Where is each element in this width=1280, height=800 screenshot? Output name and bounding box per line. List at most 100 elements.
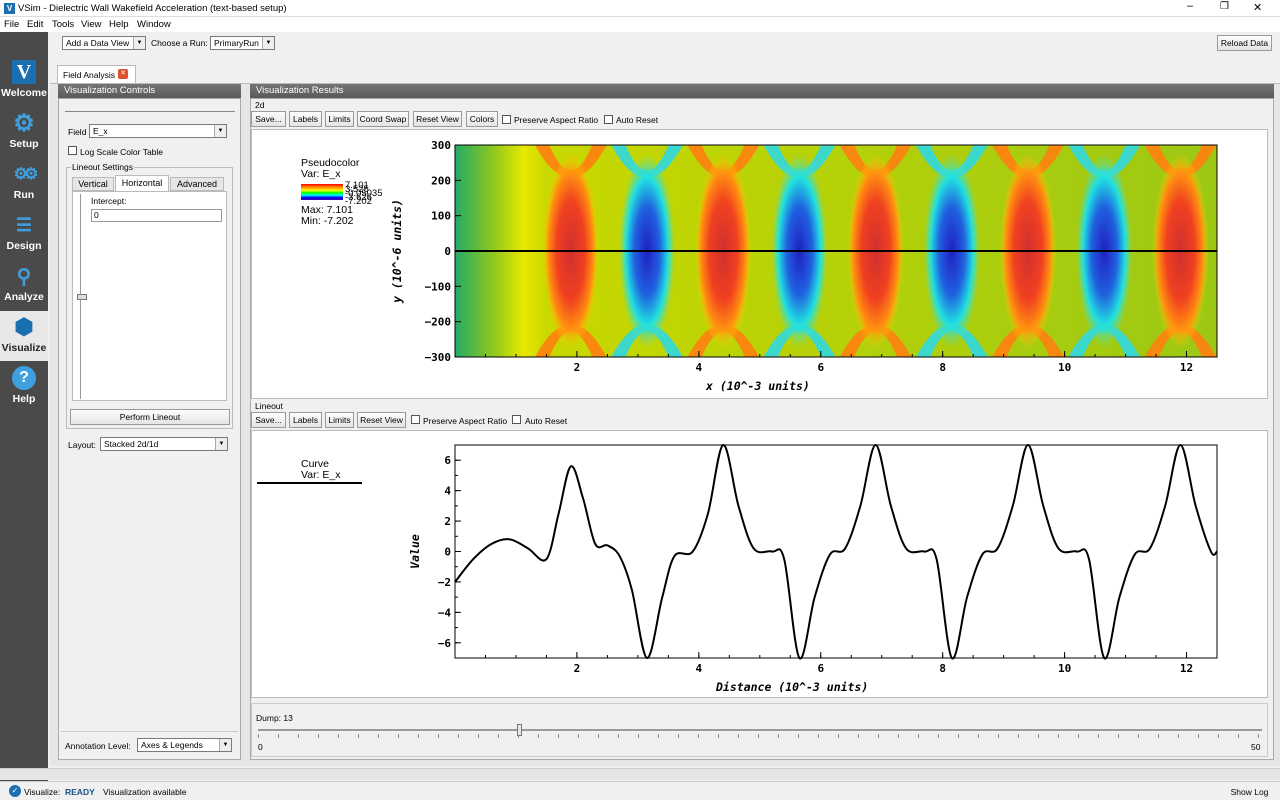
- add-data-view-select[interactable]: Add a Data View ▼: [62, 36, 146, 50]
- preserve-aspect-checkbox-2d[interactable]: [502, 115, 511, 124]
- sidebar-item-analyze[interactable]: ⚲ Analyze: [4, 265, 44, 304]
- show-log-button[interactable]: Show Log: [1230, 787, 1269, 797]
- y-tick-label: −200: [425, 316, 452, 329]
- dump-slider-handle[interactable]: [517, 724, 523, 736]
- dump-label: Dump: 13: [256, 713, 293, 723]
- help-icon: ?: [12, 366, 36, 390]
- save-button-1d[interactable]: Save...: [251, 412, 286, 428]
- field-arm-bottom: [992, 324, 1064, 357]
- sidebar-item-visualize[interactable]: ⬢ Visualize: [0, 311, 48, 361]
- x-tick-label: 2: [574, 662, 581, 675]
- sidebar-item-welcome[interactable]: V Welcome: [1, 60, 47, 99]
- menu-view[interactable]: View: [81, 19, 102, 30]
- tab-vertical[interactable]: Vertical: [72, 177, 114, 191]
- menu-file[interactable]: File: [4, 19, 20, 30]
- field-select[interactable]: E_x ▼: [89, 124, 227, 138]
- field-arm-top: [687, 145, 760, 178]
- save-button-2d[interactable]: Save...: [251, 111, 286, 127]
- legend1d-var: Var: E_x: [301, 469, 341, 481]
- chevron-down-icon: ▼: [262, 37, 274, 49]
- restore-icon[interactable]: ❐: [1220, 1, 1229, 12]
- close-icon[interactable]: ✕: [1253, 2, 1263, 14]
- log-scale-checkbox[interactable]: [68, 146, 77, 155]
- legend1d-line: [257, 482, 362, 484]
- reset-view-button-2d[interactable]: Reset View: [413, 111, 462, 127]
- y-tick-label: −300: [425, 351, 452, 364]
- field-arm-bottom: [839, 324, 912, 357]
- menu-window[interactable]: Window: [137, 19, 171, 30]
- intercept-label: Intercept:: [91, 196, 127, 206]
- menu-tools[interactable]: Tools: [52, 19, 75, 30]
- limits-button-2d[interactable]: Limits: [325, 111, 354, 127]
- log-scale-label: Log Scale Color Table: [80, 147, 164, 157]
- coord-swap-button[interactable]: Coord Swap: [357, 111, 409, 127]
- y-tick-label: 0: [444, 245, 451, 258]
- x-axis-label: x (10^-3 units): [705, 379, 810, 393]
- labels-button-1d[interactable]: Labels: [289, 412, 322, 428]
- colorbar: [301, 184, 343, 200]
- x-axis-label: Distance (10^-3 units): [715, 680, 868, 694]
- annotation-level-select[interactable]: Axes & Legends ▼: [137, 738, 232, 752]
- minimize-icon[interactable]: –: [1187, 0, 1194, 12]
- lineout-settings-group: [66, 167, 233, 429]
- sidebar: V Welcome ⚙ Setup ⚙⚙ Run ☰ Design ⚲ Anal…: [0, 32, 48, 784]
- intercept-input[interactable]: 0: [91, 209, 222, 222]
- auto-reset-label-2d: Auto Reset: [616, 115, 659, 125]
- layout-label: Layout:: [68, 440, 96, 450]
- y-tick-label: −4: [438, 606, 452, 619]
- field-arm-bottom: [611, 324, 683, 357]
- x-tick-label: 10: [1058, 662, 1071, 675]
- perform-lineout-button[interactable]: Perform Lineout: [70, 409, 230, 425]
- legend2d-min: Min: -7.202: [301, 215, 354, 227]
- dump-slider-track[interactable]: [258, 729, 1262, 731]
- chevron-down-icon: ▼: [133, 37, 145, 49]
- tab-advanced[interactable]: Advanced: [170, 177, 224, 191]
- limits-button-1d[interactable]: Limits: [325, 412, 354, 428]
- field-arm-bottom: [915, 324, 988, 357]
- field-arm-top: [534, 145, 607, 178]
- field-arm-bottom: [763, 324, 836, 357]
- x-tick-label: 12: [1180, 662, 1193, 675]
- tab-field-analysis[interactable]: Field Analysis ✕: [57, 65, 136, 83]
- close-tab-icon[interactable]: ✕: [118, 69, 128, 79]
- x-tick-label: 6: [817, 361, 824, 374]
- status-message: Visualization available: [103, 787, 187, 797]
- check-icon: ✓: [9, 785, 21, 797]
- status-state: READY: [65, 787, 95, 797]
- colors-button[interactable]: Colors: [466, 111, 498, 127]
- y-tick-label: 100: [431, 210, 451, 223]
- sidebar-item-design[interactable]: ☰ Design: [6, 214, 42, 253]
- run-select[interactable]: PrimaryRun ▼: [210, 36, 275, 50]
- auto-reset-checkbox-1d[interactable]: [512, 415, 521, 424]
- results-header: Visualization Results: [250, 84, 1274, 98]
- auto-reset-label-1d: Auto Reset: [525, 416, 568, 426]
- field-arm-bottom: [534, 324, 607, 357]
- preserve-aspect-checkbox-1d[interactable]: [411, 415, 420, 424]
- legend2d-var: Var: E_x: [301, 168, 341, 180]
- sidebar-item-run[interactable]: ⚙⚙ Run: [0, 158, 48, 208]
- layout-select[interactable]: Stacked 2d/1d ▼: [100, 437, 228, 451]
- auto-reset-checkbox-2d[interactable]: [604, 115, 613, 124]
- field-arm-top: [992, 145, 1064, 178]
- plot1d-chart: 2 4 6 8 10 12 6 4 2 0 −2 −4 −6 Distance (10^-3 units)…: [408, 443, 1218, 694]
- x-tick-label: 4: [696, 662, 703, 675]
- reset-view-button-1d[interactable]: Reset View: [357, 412, 406, 428]
- field-arm-top: [611, 145, 683, 178]
- menu-help[interactable]: Help: [109, 19, 129, 30]
- tab-horizontal[interactable]: Horizontal: [115, 175, 169, 191]
- sidebar-item-setup[interactable]: ⚙ Setup: [9, 109, 39, 151]
- x-tick-label: 12: [1180, 361, 1193, 374]
- intercept-slider-handle[interactable]: [77, 294, 87, 300]
- bottom-scrollbar[interactable]: [0, 768, 1280, 780]
- x-tick-label: 2: [574, 361, 581, 374]
- reload-data-button[interactable]: Reload Data: [1217, 35, 1272, 51]
- legend2d-max: Max: 7.101: [301, 204, 353, 216]
- menu-edit[interactable]: Edit: [27, 19, 44, 30]
- y-tick-label: 200: [431, 174, 451, 187]
- sidebar-item-help[interactable]: ? Help: [0, 362, 48, 412]
- dump-slider-ticks: [258, 734, 1262, 738]
- y-tick-label: 0: [444, 546, 451, 559]
- field-arm-top: [839, 145, 912, 178]
- preserve-aspect-label-1d: Preserve Aspect Ratio: [423, 416, 508, 426]
- labels-button-2d[interactable]: Labels: [289, 111, 322, 127]
